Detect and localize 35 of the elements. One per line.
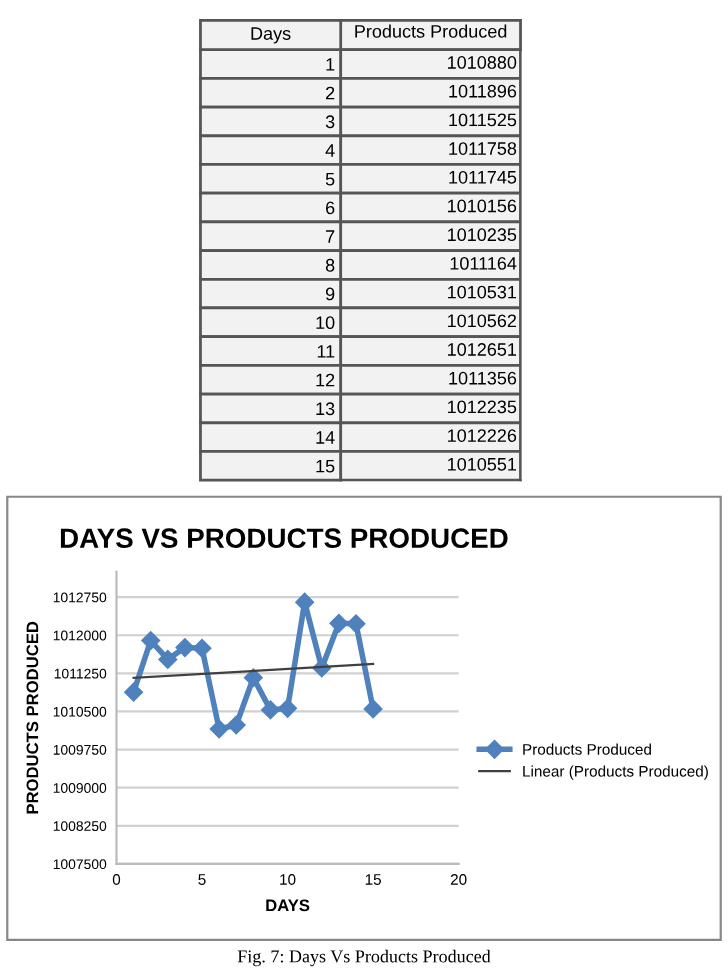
data-label: 1010531 — [448, 285, 517, 299]
y-tick-label: 8 — [325, 258, 335, 272]
y-tick-label: 3 — [325, 115, 335, 129]
x-axis-title: DAYS — [266, 899, 310, 912]
data-label: 1010562 — [448, 314, 517, 328]
data-label: 1010880 — [448, 56, 517, 69]
data-label: 1012226 — [448, 429, 517, 442]
y-tick-label: 2 — [326, 86, 335, 100]
data-label: 1012651 — [448, 343, 517, 356]
y-tick-label: 1 — [326, 58, 335, 71]
y-tick-label: 12 — [316, 373, 335, 387]
data-label: 1011745 — [449, 170, 517, 184]
y-tick-label: 13 — [316, 402, 335, 416]
y-tick-label: 10 — [316, 316, 335, 330]
data-label: 1010551 — [448, 457, 517, 471]
data-label: 1011896 — [449, 84, 517, 98]
data-label: 1010235 — [448, 228, 517, 242]
y-tick-label: 15 — [316, 459, 335, 473]
data-label: 1011758 — [449, 142, 517, 155]
caption: Fig. 7: Days Vs Products Produced — [237, 949, 491, 967]
data-label: 1010156 — [448, 199, 517, 213]
y-tick-label: 9 — [325, 287, 335, 301]
y-axis-title: Days — [251, 27, 291, 44]
data-label: 1012235 — [448, 400, 517, 414]
data-label: 1011164 — [450, 256, 517, 270]
y-tick-label: 7 — [326, 230, 335, 243]
y-tick-label: 4 — [325, 144, 335, 157]
y-axis-title: PRODUCTS PRODUCED — [26, 621, 39, 814]
chart-title: DAYS VS PRODUCTS PRODUCED — [60, 528, 508, 549]
y-tick-label: 11 — [317, 345, 335, 358]
data-label: 1011525 — [449, 113, 517, 127]
data-label: 1011356 — [449, 371, 517, 385]
y-tick-label: 14 — [316, 431, 335, 444]
y-tick-label: 6 — [326, 201, 335, 215]
y-tick-label: 5 — [325, 172, 335, 186]
